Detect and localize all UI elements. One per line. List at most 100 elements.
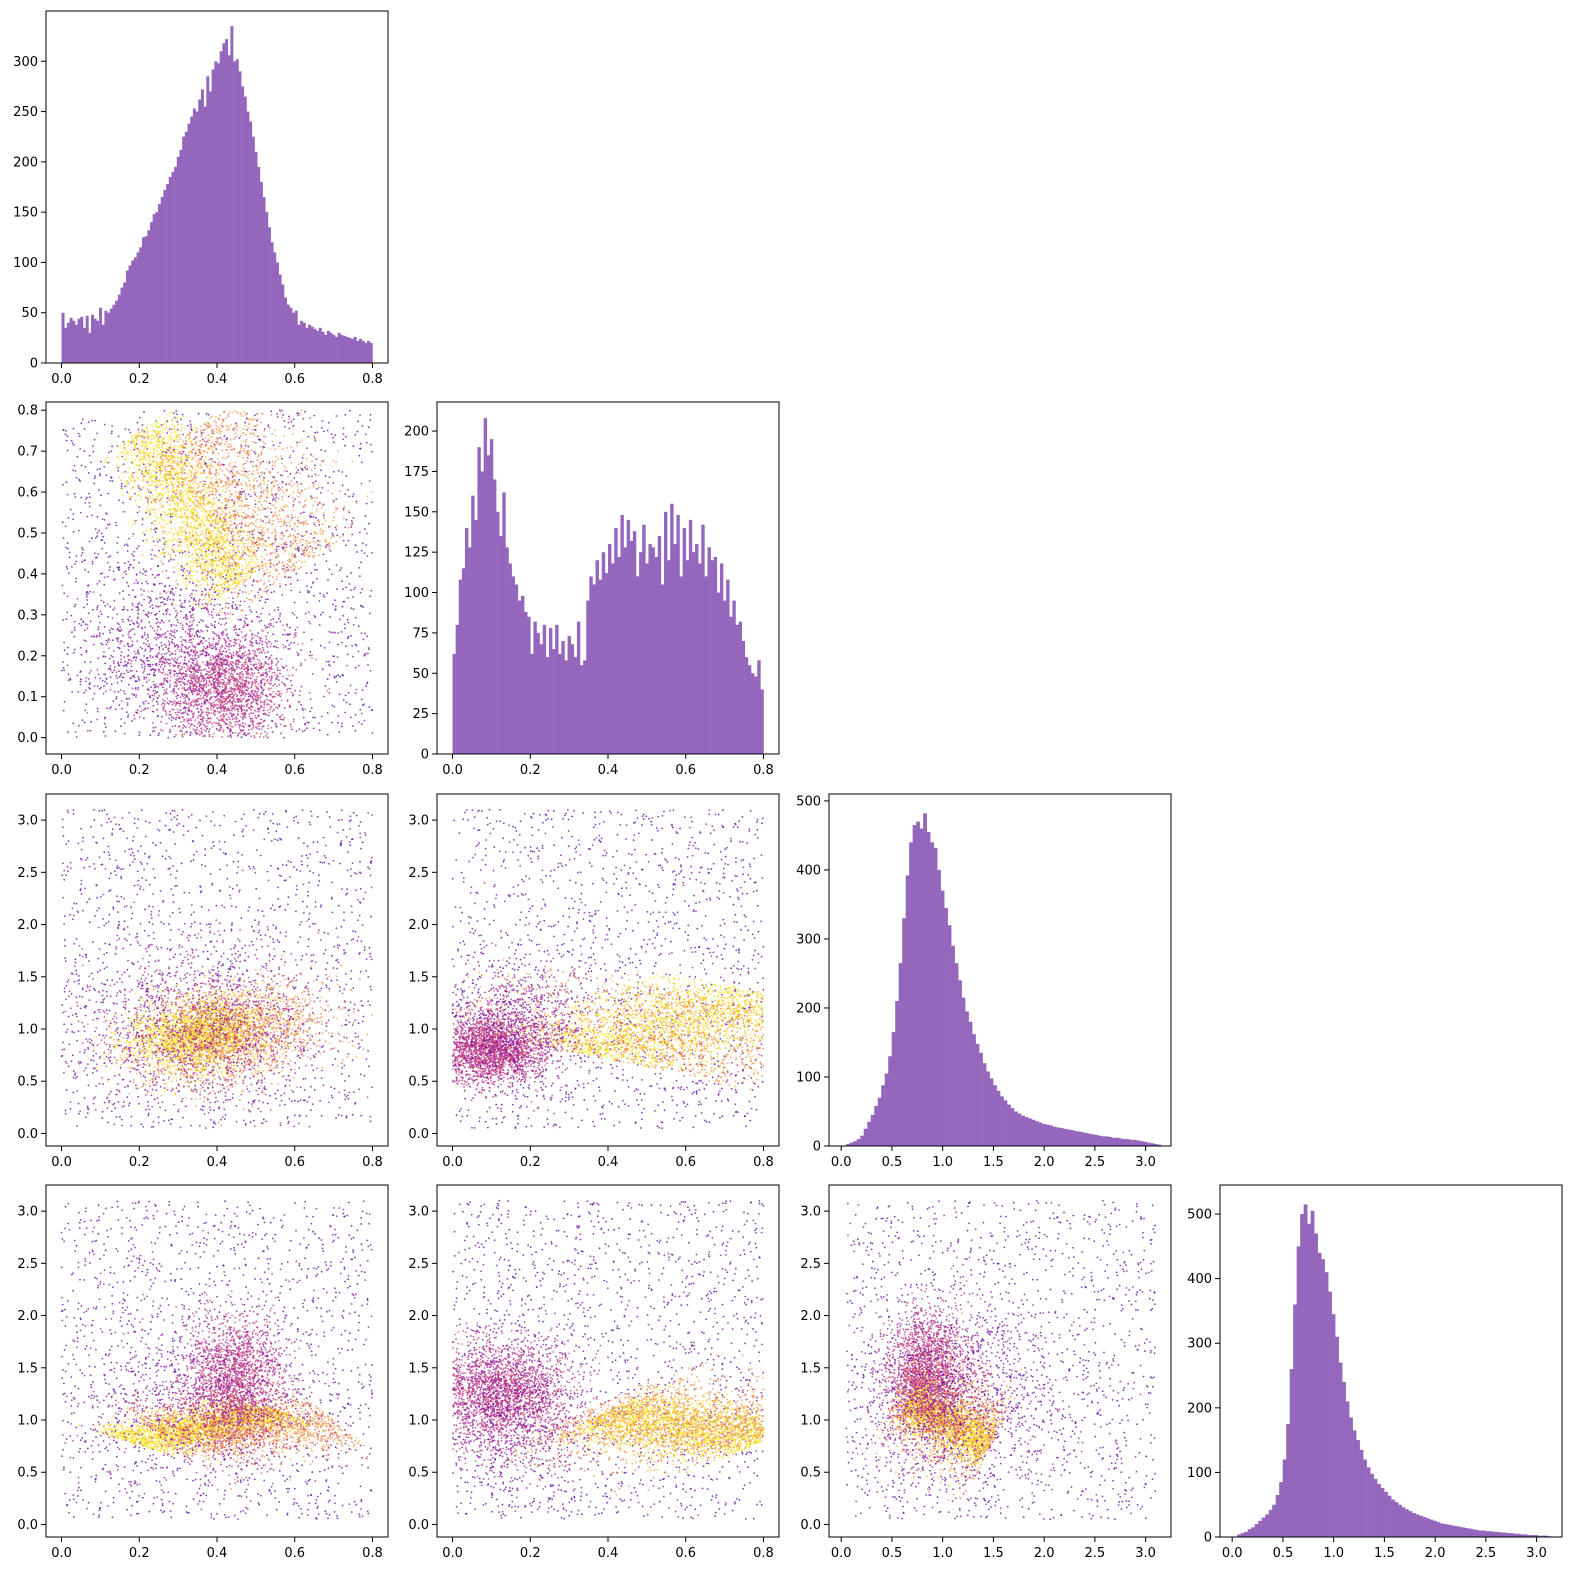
- histogram-bar: [972, 1034, 976, 1146]
- scatter-point: [272, 468, 274, 470]
- scatter-point: [112, 656, 114, 658]
- scatter-point: [181, 527, 183, 529]
- scatter-point: [291, 684, 293, 686]
- scatter-point: [183, 471, 185, 473]
- scatter-point: [143, 655, 145, 657]
- scatter-point: [302, 469, 304, 471]
- scatter-point: [258, 549, 260, 551]
- scatter-point: [65, 434, 67, 436]
- scatter-point: [164, 410, 166, 412]
- scatter-point: [131, 461, 133, 463]
- scatter-point: [252, 534, 254, 536]
- scatter-point: [147, 634, 149, 636]
- scatter-point: [193, 619, 195, 621]
- scatter-point: [174, 725, 176, 727]
- histogram-bar: [1133, 1140, 1137, 1146]
- scatter-point: [337, 722, 339, 724]
- scatter-point: [63, 429, 65, 431]
- scatter-point: [138, 487, 140, 489]
- scatter-point: [117, 552, 119, 554]
- scatter-point: [339, 693, 341, 695]
- scatter-point: [365, 434, 367, 436]
- histogram-bar: [864, 1129, 868, 1146]
- histogram-bar: [670, 504, 673, 754]
- histogram-bar: [137, 252, 140, 363]
- scatter-point: [299, 728, 301, 730]
- scatter-point: [88, 612, 90, 614]
- histogram-bar: [951, 946, 955, 1146]
- scatter-point: [345, 695, 347, 697]
- scatter-point: [319, 593, 321, 595]
- scatter-point: [66, 618, 68, 620]
- scatter-point: [200, 563, 202, 565]
- scatter-point: [361, 483, 363, 485]
- scatter-point: [121, 456, 123, 458]
- scatter-point: [311, 586, 313, 588]
- x-tick-label: 1.5: [1374, 1546, 1395, 1561]
- histogram-bar: [263, 197, 266, 363]
- scatter-point: [357, 431, 359, 433]
- scatter-point: [169, 428, 171, 430]
- scatter-point: [177, 541, 179, 543]
- scatter-point: [224, 547, 226, 549]
- scatter-point: [132, 589, 134, 591]
- y-tick-label: 300: [796, 932, 821, 947]
- histogram-bar: [313, 329, 316, 363]
- scatter-point: [264, 602, 266, 604]
- scatter-point: [241, 454, 243, 456]
- histogram-bar: [1056, 1127, 1060, 1146]
- scatter-point: [256, 616, 258, 618]
- histogram-bar: [1454, 1526, 1458, 1537]
- histogram-bar: [711, 560, 714, 754]
- scatter-point: [310, 546, 312, 548]
- histogram-bar: [370, 343, 373, 363]
- histogram-bar: [131, 260, 134, 363]
- scatter-point: [183, 606, 185, 608]
- scatter-point: [303, 717, 305, 719]
- scatter-point: [316, 569, 318, 571]
- scatter-point: [208, 485, 210, 487]
- histogram-bar: [850, 1143, 854, 1146]
- scatter-point: [167, 543, 169, 545]
- scatter-point: [365, 515, 367, 517]
- scatter-point: [200, 584, 202, 586]
- scatter-point: [121, 483, 123, 485]
- histogram-bar: [273, 252, 276, 363]
- scatter-point: [180, 709, 182, 711]
- x-tick-label: 0.8: [362, 372, 383, 387]
- scatter-point: [371, 501, 373, 503]
- scatter-point: [283, 420, 285, 422]
- scatter-point: [137, 448, 139, 450]
- scatter-point: [365, 685, 367, 687]
- histogram-bar: [257, 167, 260, 363]
- scatter-point: [314, 523, 316, 525]
- scatter-point: [185, 584, 187, 586]
- scatter-point: [179, 552, 181, 554]
- scatter-point: [86, 497, 88, 499]
- scatter-point: [164, 524, 166, 526]
- scatter-point: [289, 633, 291, 635]
- histogram-bar: [1255, 1524, 1259, 1537]
- histogram-bar: [1084, 1133, 1088, 1146]
- scatter-point: [208, 731, 210, 733]
- scatter-point: [158, 733, 160, 735]
- scatter-point: [360, 561, 362, 563]
- scatter-point: [123, 656, 125, 658]
- scatter-point: [86, 594, 88, 596]
- histogram-bar: [1430, 1520, 1434, 1537]
- scatter-point: [143, 532, 145, 534]
- scatter-point: [242, 722, 244, 724]
- histogram-bar: [955, 963, 959, 1146]
- histogram-bar: [225, 39, 228, 363]
- scatter-point: [112, 672, 114, 674]
- scatter-point: [61, 670, 63, 672]
- scatter-point: [74, 465, 76, 467]
- scatter-point: [320, 645, 322, 647]
- histogram-bar: [1437, 1522, 1441, 1537]
- scatter-point: [156, 421, 158, 423]
- scatter-point: [111, 446, 113, 448]
- scatter-point: [79, 671, 81, 673]
- scatter-point: [186, 527, 188, 529]
